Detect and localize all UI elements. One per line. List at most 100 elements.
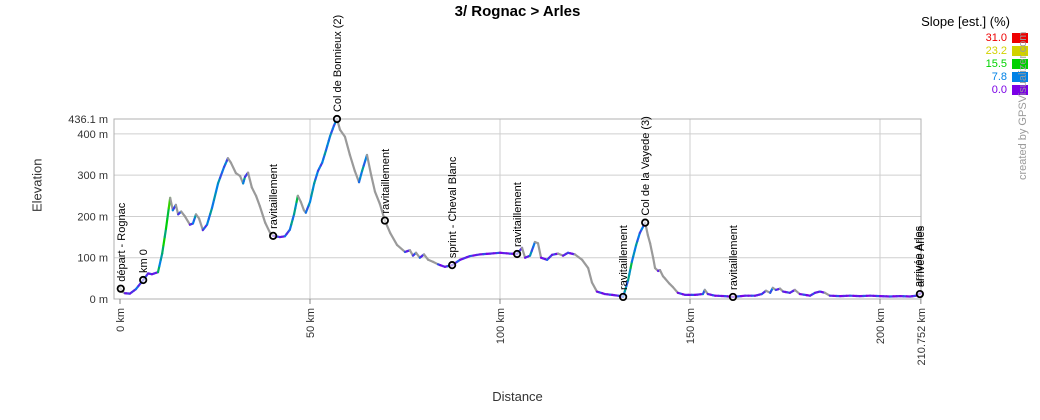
waypoint-label: ravitaillement [728,225,740,290]
x-tick-label: 0 km [115,308,127,332]
profile-segment [422,253,430,261]
profile-segment [353,169,361,184]
legend-color-swatch [1012,59,1028,69]
profile-segment [254,194,261,208]
profile-segment [258,205,267,224]
profile-segment [573,253,584,261]
waypoint-marker [269,231,278,240]
waypoint-label: Col de la Vayede (3) [640,116,652,215]
waypoint-marker [641,218,650,227]
slope-legend-rows: 31.0 23.2 15.5 7.8 0.0 [921,32,1028,96]
profile-segment [671,285,679,294]
profile-segment [212,190,218,202]
y-tick-label: 436.1 m [68,114,108,126]
legend-entry-value: 0.0 [991,84,1007,96]
legend-entry: 0.0 [921,84,1028,96]
x-axis-title: Distance [492,389,543,404]
profile-segment [370,174,377,193]
profile-segment [343,135,351,157]
waypoint-label: sprint - Cheval Blanc [447,156,459,258]
profile-segment [658,269,665,278]
y-tick-label: 200 m [77,211,108,223]
y-tick-label: 0 m [90,294,108,306]
profile-segment [590,281,599,293]
profile-segment [164,217,169,230]
waypoint-marker [512,249,522,259]
waypoint-label: départ - Rognac [116,202,128,281]
profile-segment [162,235,166,247]
waypoint-label: arrivée Arles [913,225,925,287]
profile-segment [229,161,237,175]
profile-segment [169,196,174,212]
waypoint-label: ravitaillement [268,164,280,229]
profile-segment [389,231,399,247]
profile-segment [197,217,204,232]
x-tick-label: 150 km [685,308,697,344]
profile-segment [174,203,180,216]
legend-entry: 31.0 [921,32,1028,44]
y-axis-ticks: 0 m 100 m 200 m 300 m 400 m 436.1 m [68,114,108,306]
profile-segment [365,153,373,177]
profile-segment [296,194,302,204]
legend-color-swatch [1012,33,1028,43]
plot-frame [113,118,922,300]
waypoint-marker [332,114,342,124]
profile-segment [161,244,165,255]
y-tick-label: 400 m [77,129,108,141]
profile-segment [250,186,258,197]
profile-segment [264,221,272,235]
profile-segment [183,215,192,226]
waypoint-marker [139,275,148,285]
profile-segment [166,207,170,220]
y-tick-label: 100 m [77,253,108,265]
waypoint-marker [619,292,628,302]
slope-legend-title: Slope [est.] (%) [921,14,1010,29]
profile-segment [348,153,356,173]
profile-segment [536,242,543,259]
legend-entry-value: 15.5 [985,58,1007,70]
profile-segment [210,198,216,210]
profile-segment [373,190,382,206]
profile-segment [580,258,590,270]
x-tick-label: 200 km [875,308,887,344]
waypoint-marker [728,292,738,302]
profile-segment [214,182,220,193]
y-tick-label: 300 m [77,170,108,182]
legend-entry: 15.5 [921,58,1028,70]
waypoint-marker [116,284,125,293]
legend-entry: 23.2 [921,45,1028,57]
profile-segment [299,200,306,212]
legend-color-swatch [1012,46,1028,56]
x-tick-label: 50 km [305,308,317,338]
waypoint-marker [915,289,925,299]
profile-segment [648,242,655,259]
legend-entry-value: 31.0 [985,32,1007,44]
x-axis-ticks: 0 km 50 km 100 km 150 km 200 km 210.752 km [115,299,928,365]
slope-legend: Slope [est.] (%) 31.0 23.2 15.5 7.8 0.0 [921,14,1028,97]
legend-entry-value: 7.8 [991,71,1007,83]
waypoint-label: arrivée Arles [915,225,927,287]
waypoint-label: km 0 [138,249,150,273]
profile-segment [246,171,253,189]
profile-segment [395,243,407,254]
legend-color-swatch [1012,72,1028,82]
profile-segment [338,128,347,138]
waypoint-marker [448,261,457,270]
waypoint-label: Col de Bonnieux (2) [332,15,344,112]
legend-color-swatch [1012,85,1028,95]
profile-segment [163,227,168,239]
legend-entry: 7.8 [921,71,1028,83]
legend-entry-value: 23.2 [985,45,1007,57]
profile-segment [652,256,657,270]
waypoint-label: ravitaillement [380,149,392,214]
profile-segment [520,246,527,259]
waypoint-marker [380,216,389,225]
profile-segment [587,266,594,284]
waypoint-label: ravitaillement [512,182,524,247]
profile-segment [646,233,652,245]
chart-title: 3/ Rognac > Arles [454,3,581,20]
x-tick-label: 100 km [495,308,507,344]
x-tick-label: 210.752 km [916,308,928,365]
